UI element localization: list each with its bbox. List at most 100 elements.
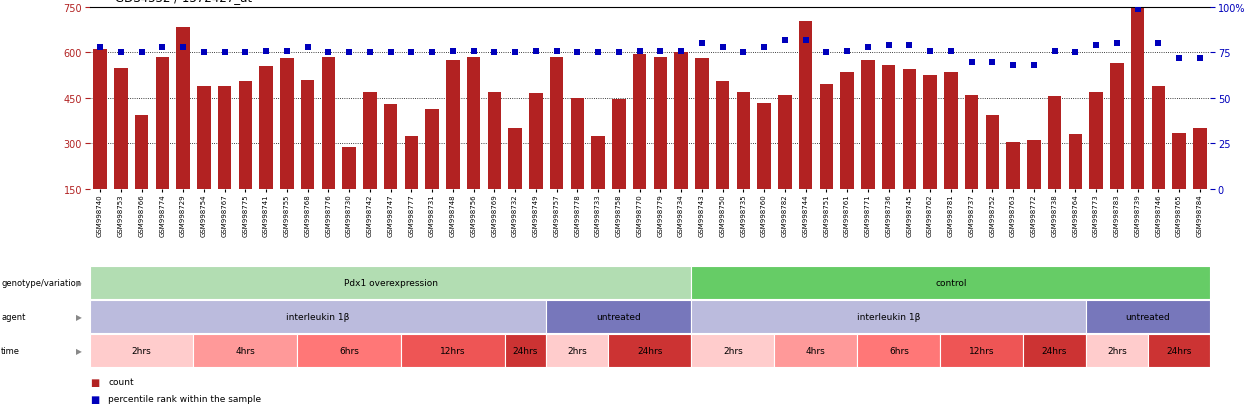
Bar (364, 93, 376, 190)
Bar (446, 61, 459, 190)
Point (630, 48, 650, 55)
Bar (218, 87, 232, 190)
Bar (508, 129, 522, 190)
Text: ▶: ▶ (76, 346, 81, 355)
Text: 24hrs: 24hrs (637, 346, 662, 355)
Bar (1130, 8, 1144, 190)
Bar (691, 301, 1086, 333)
Bar (1111, 64, 1123, 190)
Point (1066, 50, 1086, 57)
Bar (1089, 93, 1103, 190)
Text: 2hrs: 2hrs (1107, 346, 1127, 355)
Point (298, 45, 317, 51)
Bar (695, 59, 708, 190)
Bar (156, 58, 169, 190)
Bar (321, 58, 335, 190)
Bar (115, 69, 127, 190)
Bar (1068, 135, 1082, 190)
Point (817, 50, 837, 57)
Point (111, 50, 131, 57)
Bar (944, 73, 957, 190)
Text: count: count (108, 377, 134, 387)
Text: 2hrs: 2hrs (568, 346, 588, 355)
Bar (1006, 142, 1020, 190)
Bar (197, 87, 210, 190)
Bar (924, 76, 936, 190)
Bar (259, 67, 273, 190)
Point (796, 37, 815, 44)
Bar (881, 65, 895, 190)
Point (214, 50, 234, 57)
Text: untreated: untreated (1125, 312, 1170, 321)
Text: 12hrs: 12hrs (969, 346, 995, 355)
Bar (1086, 335, 1148, 367)
Bar (1173, 133, 1185, 190)
Text: 12hrs: 12hrs (439, 346, 466, 355)
Bar (177, 28, 189, 190)
Text: 24hrs: 24hrs (513, 346, 538, 355)
Bar (193, 335, 298, 367)
Point (422, 50, 442, 57)
Point (1169, 55, 1189, 62)
Bar (93, 50, 107, 190)
Point (90, 45, 110, 51)
Bar (298, 335, 401, 367)
Bar (426, 109, 438, 190)
Bar (819, 85, 833, 190)
Point (401, 50, 421, 57)
Point (1107, 41, 1127, 47)
Point (671, 48, 691, 55)
Text: ▶: ▶ (76, 278, 81, 287)
Point (609, 50, 629, 57)
Bar (467, 58, 481, 190)
Text: Pdx1 overexpression: Pdx1 overexpression (344, 278, 437, 287)
Bar (862, 61, 874, 190)
Text: untreated: untreated (596, 312, 641, 321)
Bar (774, 335, 858, 367)
Point (256, 48, 276, 55)
Text: 6hrs: 6hrs (339, 346, 359, 355)
Point (754, 45, 774, 51)
Text: 2hrs: 2hrs (132, 346, 152, 355)
Bar (504, 335, 547, 367)
Bar (342, 147, 356, 190)
Bar (632, 55, 646, 190)
Point (525, 48, 545, 55)
Bar (609, 335, 691, 367)
Bar (799, 21, 812, 190)
Text: percentile rank within the sample: percentile rank within the sample (108, 394, 261, 403)
Point (692, 41, 712, 47)
Bar (301, 81, 314, 190)
Bar (383, 105, 397, 190)
Bar (405, 137, 418, 190)
Bar (986, 115, 998, 190)
Text: ■: ■ (90, 394, 98, 404)
Text: 4hrs: 4hrs (806, 346, 825, 355)
Bar (691, 335, 774, 367)
Text: control: control (935, 278, 966, 287)
Bar (134, 115, 148, 190)
Bar (1152, 87, 1165, 190)
Point (1086, 43, 1106, 49)
Bar (675, 53, 687, 190)
Point (1148, 41, 1168, 47)
Point (194, 50, 214, 57)
Bar (716, 82, 730, 190)
Point (339, 50, 359, 57)
Bar (239, 82, 251, 190)
Bar (613, 100, 625, 190)
Bar (1086, 301, 1210, 333)
Point (235, 50, 255, 57)
Point (588, 50, 608, 57)
Bar (401, 335, 504, 367)
Bar (858, 335, 940, 367)
Text: ▶: ▶ (76, 312, 81, 321)
Text: 2hrs: 2hrs (723, 346, 743, 355)
Bar (280, 59, 294, 190)
Bar (529, 94, 543, 190)
Text: 6hrs: 6hrs (889, 346, 909, 355)
Point (1128, 6, 1148, 13)
Text: 24hrs: 24hrs (1042, 346, 1067, 355)
Point (152, 45, 172, 51)
Bar (547, 301, 691, 333)
